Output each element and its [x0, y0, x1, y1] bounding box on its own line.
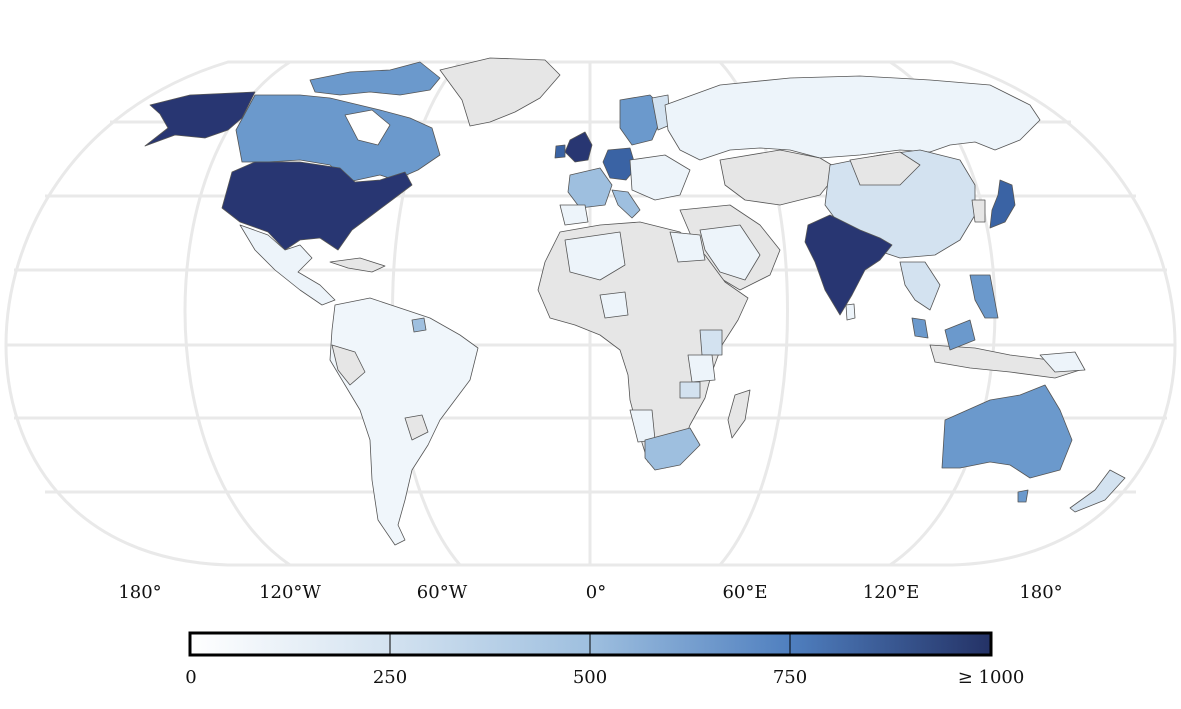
colorbar-tick-1000: ≥ 1000: [958, 667, 1025, 688]
region-new-zealand: [1069, 469, 1126, 513]
colorbar: 0 250 500 750 ≥ 1000: [185, 631, 1025, 688]
lon-label-120w: 120°W: [259, 582, 321, 603]
region-zambia: [679, 381, 701, 399]
region-australia: [941, 384, 1073, 479]
region-russia: [664, 75, 1041, 161]
region-nigeria: [599, 291, 629, 319]
region-korea: [971, 199, 986, 223]
region-egypt: [669, 231, 706, 263]
region-iberia: [559, 204, 589, 226]
region-philippines: [969, 274, 999, 319]
region-south-africa: [644, 427, 701, 471]
region-canada-hudson-bay: [344, 109, 391, 146]
region-papua: [1039, 351, 1086, 373]
region-indonesia: [929, 344, 1081, 379]
longitude-labels: 180° 120°W 60°W 0° 60°E 120°E 180°: [118, 582, 1062, 603]
region-caribbean: [329, 257, 386, 273]
colorbar-tick-0: 0: [185, 667, 196, 688]
lon-label-180e: 180°: [1019, 582, 1062, 603]
region-mexico: [239, 224, 336, 306]
region-uk: [564, 131, 593, 163]
region-saudi: [699, 224, 761, 281]
region-malaysia: [911, 317, 929, 339]
region-guiana: [411, 317, 427, 333]
region-madagascar: [727, 389, 751, 439]
region-mongolia: [849, 151, 921, 186]
colorbar-tick-500: 500: [573, 667, 607, 688]
region-north-africa: [564, 231, 626, 281]
region-tasmania: [1017, 489, 1029, 503]
lon-label-120e: 120°E: [863, 582, 920, 603]
region-peru-bolivia-nodata: [331, 344, 366, 386]
region-central-europe: [629, 154, 691, 201]
region-indochina: [899, 261, 941, 311]
region-paraguay-nodata: [404, 414, 429, 441]
region-south-america: [329, 297, 479, 546]
region-central-asia: [719, 149, 841, 206]
colorbar-tick-250: 250: [373, 667, 407, 688]
region-india: [804, 214, 893, 316]
lon-label-60w: 60°W: [417, 582, 468, 603]
countries: [144, 57, 1126, 546]
region-japan: [989, 179, 1016, 229]
region-canada-islands: [309, 61, 441, 96]
region-france: [567, 167, 613, 209]
graticule-outline: [4, 60, 1177, 567]
region-germany: [602, 147, 637, 181]
region-kenya: [699, 329, 723, 356]
region-tanzania: [687, 354, 716, 383]
region-ireland: [554, 144, 566, 159]
region-sri-lanka: [845, 303, 856, 321]
region-alaska: [144, 91, 256, 147]
lon-label-60e: 60°E: [722, 582, 767, 603]
colorbar-tick-750: 750: [773, 667, 807, 688]
region-borneo: [944, 319, 976, 351]
lon-label-0: 0°: [586, 582, 606, 603]
lon-label-180w: 180°: [118, 582, 161, 603]
region-usa: [221, 161, 413, 251]
region-greenland: [439, 57, 561, 127]
region-namibia: [629, 409, 656, 443]
region-italy: [611, 189, 641, 219]
